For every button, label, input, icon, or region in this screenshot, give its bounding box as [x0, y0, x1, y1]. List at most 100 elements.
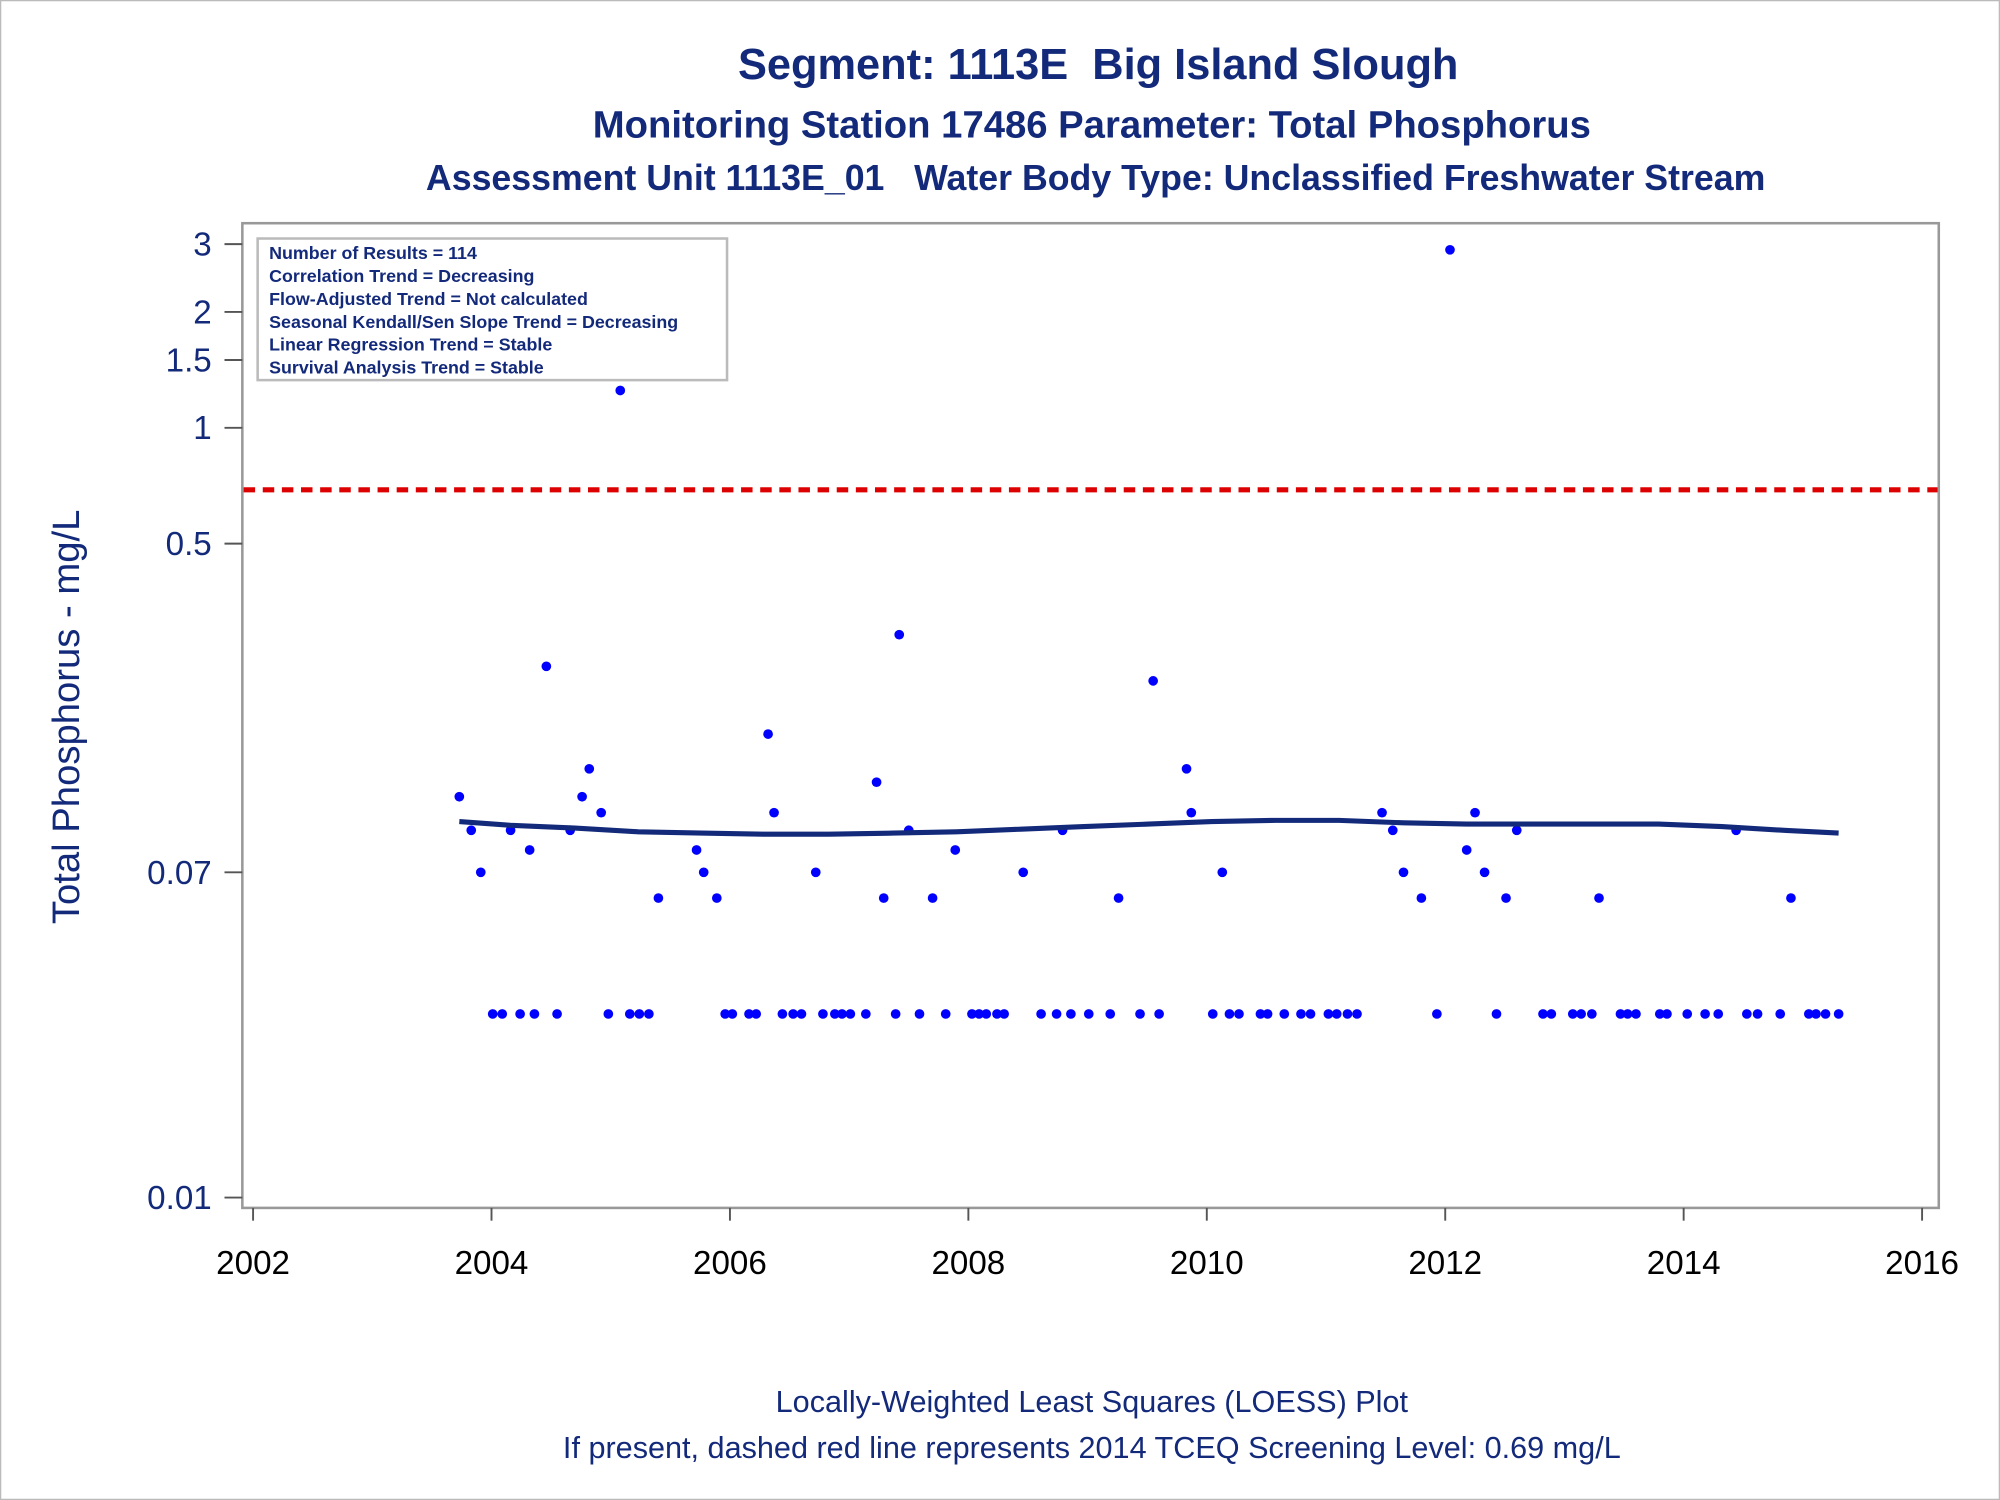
data-point — [577, 791, 587, 802]
data-point — [691, 845, 702, 855]
info-text: Seasonal Kendall/Sen Slope Trend = Decre… — [269, 312, 678, 332]
data-point — [992, 1009, 1002, 1019]
data-point — [1432, 1009, 1442, 1019]
data-point — [466, 825, 477, 836]
data-point — [1587, 1009, 1597, 1019]
data-point — [1479, 867, 1490, 878]
data-point — [950, 845, 961, 855]
data-point — [1511, 825, 1522, 836]
y-tick-label: 1.5 — [166, 342, 212, 379]
data-point — [999, 1009, 1009, 1019]
data-point — [1775, 1009, 1786, 1019]
data-point — [529, 1009, 540, 1019]
data-point — [711, 893, 722, 903]
data-point — [720, 1009, 731, 1019]
data-point — [1305, 1009, 1316, 1019]
data-point — [1713, 1009, 1724, 1019]
data-point — [634, 1009, 645, 1019]
footnote: If present, dashed red line represents 2… — [563, 1431, 1621, 1465]
data-point — [927, 893, 938, 903]
data-point — [1051, 1009, 1062, 1019]
data-point — [524, 845, 535, 855]
data-point — [603, 1009, 614, 1019]
data-point — [769, 807, 779, 818]
data-point — [1154, 1009, 1164, 1019]
info-text: Survival Analysis Trend = Stable — [269, 358, 544, 378]
data-point — [744, 1009, 754, 1019]
data-point — [584, 763, 595, 774]
data-point — [818, 1009, 828, 1019]
data-point — [1279, 1009, 1290, 1019]
data-point — [837, 1009, 847, 1019]
data-point — [1234, 1009, 1244, 1019]
data-point — [1296, 1009, 1306, 1019]
data-point — [967, 1009, 977, 1019]
data-point — [615, 385, 626, 396]
data-point — [1820, 1009, 1831, 1019]
data-point — [1567, 1009, 1578, 1019]
data-point — [1631, 1009, 1641, 1019]
data-point — [974, 1009, 984, 1019]
x-tick-label: 2004 — [455, 1245, 529, 1282]
data-point — [487, 1009, 498, 1019]
data-point — [1377, 807, 1387, 818]
data-point — [1135, 1009, 1145, 1019]
data-point — [1148, 676, 1158, 686]
data-point — [1352, 1009, 1362, 1019]
info-text: Correlation Trend = Decreasing — [269, 266, 534, 286]
data-point — [890, 1009, 901, 1019]
data-point — [1470, 807, 1480, 818]
data-point — [1262, 1009, 1273, 1019]
info-text: Flow-Adjusted Trend = Not calculated — [269, 289, 588, 309]
data-point — [475, 867, 486, 878]
data-point — [1036, 1009, 1046, 1019]
data-point — [1323, 1009, 1334, 1019]
y-tick-label: 3 — [193, 227, 211, 264]
data-point — [1682, 1009, 1693, 1019]
data-point — [1622, 1009, 1633, 1019]
info-box — [256, 237, 729, 382]
data-point — [727, 1009, 738, 1019]
data-point — [1501, 893, 1511, 903]
data-point — [1576, 1009, 1586, 1019]
data-point — [1105, 1009, 1116, 1019]
data-point — [1398, 867, 1409, 878]
data-point — [777, 1009, 788, 1019]
x-tick-label: 2002 — [216, 1245, 290, 1282]
chart-title: Segment: 1113E Big Island Slough — [738, 41, 1458, 89]
info-text: Number of Results = 114 — [269, 243, 477, 263]
data-point — [596, 807, 607, 818]
data-point — [763, 729, 773, 739]
data-point — [981, 1009, 992, 1019]
y-tick-label: 1 — [193, 410, 211, 447]
data-point — [1662, 1009, 1672, 1019]
data-point — [1700, 1009, 1710, 1019]
y-tick-label: 2 — [193, 294, 211, 331]
data-point — [653, 893, 664, 903]
data-point — [541, 661, 552, 672]
plot-frame — [241, 221, 1941, 1210]
x-tick-label: 2006 — [693, 1245, 767, 1282]
data-point — [698, 867, 709, 878]
data-point — [1752, 1009, 1763, 1019]
data-point — [1461, 845, 1472, 855]
y-tick-label: 0.01 — [147, 1180, 212, 1217]
data-point — [1207, 1009, 1218, 1019]
data-point — [1615, 1009, 1626, 1019]
x-tick-label: 2010 — [1170, 1245, 1244, 1282]
data-point — [914, 1009, 925, 1019]
data-point — [810, 867, 821, 878]
chart-subtitle: Assessment Unit 1113E_01 Water Body Type… — [426, 158, 1765, 198]
data-point — [1342, 1009, 1353, 1019]
data-point — [515, 1009, 525, 1019]
data-point — [894, 629, 905, 640]
y-tick-label: 0.5 — [166, 526, 212, 563]
data-point — [860, 1009, 871, 1019]
data-point — [1217, 867, 1228, 878]
y-axis-label: Total Phosphorus - mg/L — [45, 510, 88, 925]
data-point — [845, 1009, 856, 1019]
data-point — [1113, 893, 1124, 903]
data-point — [796, 1009, 807, 1019]
data-point — [788, 1009, 798, 1019]
x-tick-label: 2014 — [1647, 1245, 1721, 1282]
